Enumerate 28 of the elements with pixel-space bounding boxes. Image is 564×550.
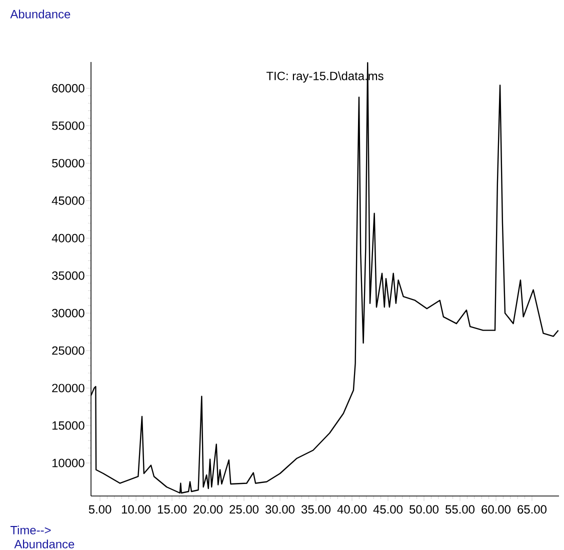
y-tick-label: 20000 — [52, 384, 84, 392]
y-axis-title: Abundance — [10, 10, 70, 18]
x-tick-label: 60.00 — [482, 505, 510, 514]
text: Abundance — [14, 540, 74, 548]
x-tick-label: 30.00 — [266, 505, 294, 514]
x-axis-title: Time--> — [10, 526, 51, 534]
x-tick-label: 5.00 — [88, 505, 112, 514]
y-tick-label: 55000 — [52, 121, 84, 130]
y-tick-label: 45000 — [52, 196, 84, 205]
x-tick-label: 45.00 — [373, 505, 402, 514]
x-tick-label: 15.00 — [158, 505, 186, 514]
x-tick-label: 25.00 — [230, 505, 258, 514]
line-series — [91, 62, 559, 494]
x-tick-label: 50.00 — [410, 505, 438, 514]
y-tick-label: 35000 — [52, 271, 84, 280]
y-tick-label: 25000 — [52, 346, 84, 355]
y-tick-label: 50000 — [52, 158, 84, 168]
y-tick-label: 30000 — [52, 308, 84, 318]
x-tick-label: 10.00 — [122, 505, 150, 514]
y-tick-label: 10000 — [52, 458, 84, 468]
x-tick-label: 35.00 — [302, 505, 330, 514]
x-tick-label: 40.00 — [337, 505, 366, 514]
x-tick-label: 55.00 — [446, 505, 474, 514]
y-tick-label: 40000 — [52, 234, 84, 242]
y-tick-label: 60000 — [52, 84, 84, 92]
x-tick-label: 20.00 — [194, 505, 222, 514]
x-tick-label: 65.00 — [518, 505, 546, 514]
y-tick-label: 15000 — [52, 421, 84, 430]
